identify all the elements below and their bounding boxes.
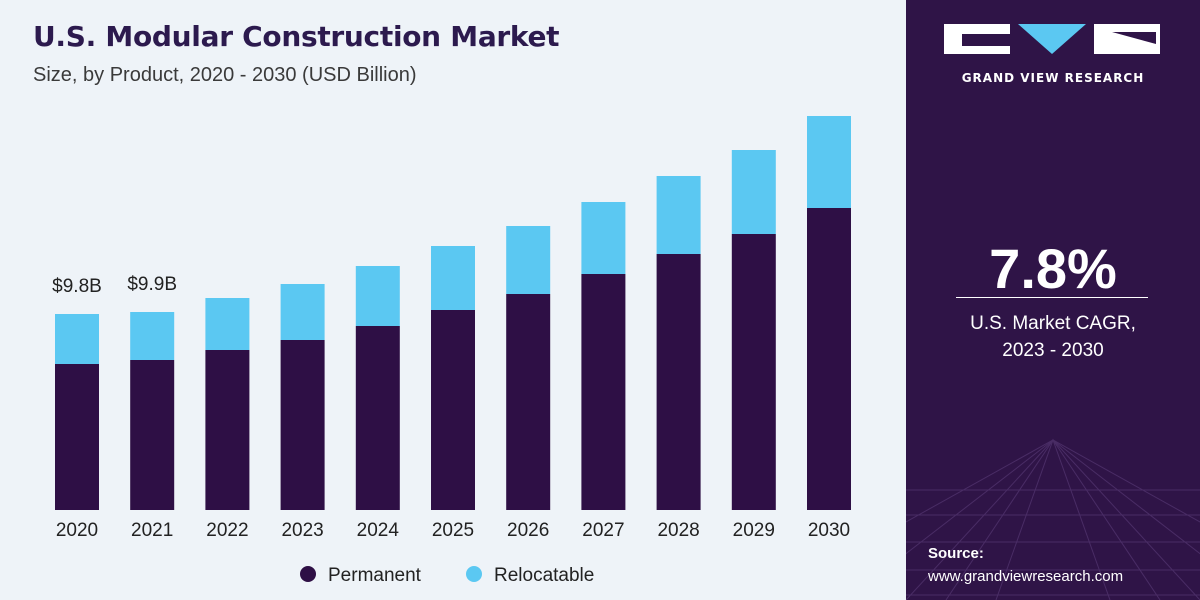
cagr-label-line1: U.S. Market CAGR,	[970, 313, 1136, 334]
bar-relocatable-2028	[656, 176, 701, 254]
x-tick-label-2023: 2023	[281, 520, 323, 541]
info-panel: GRAND VIEW RESEARCH 7.8% U.S. Market CAG…	[906, 0, 1200, 600]
bar-relocatable-2025	[431, 246, 475, 310]
chart-subtitle: Size, by Product, 2020 - 2030 (USD Billi…	[33, 64, 417, 86]
brand-name: GRAND VIEW RESEARCH	[961, 71, 1145, 85]
bar-permanent-2027	[581, 274, 626, 510]
bar-permanent-2025	[431, 310, 475, 510]
data-label-2021: $9.9B	[127, 274, 177, 295]
bar-permanent-2020	[55, 364, 99, 510]
bar-permanent-2024	[355, 326, 400, 510]
bar-relocatable-2026	[506, 226, 551, 294]
bar-permanent-2023	[280, 340, 325, 510]
source-link[interactable]: www.grandviewresearch.com	[928, 568, 1124, 585]
legend-label-permanent: Permanent	[328, 565, 422, 586]
grid-decoration	[906, 438, 1200, 600]
x-tick-label-2025: 2025	[432, 520, 474, 541]
legend-swatch-permanent	[300, 566, 316, 582]
data-label-2020: $9.8B	[52, 276, 102, 297]
x-tick-label-2021: 2021	[131, 520, 173, 541]
x-tick-label-2030: 2030	[808, 520, 850, 541]
x-tick-label-2020: 2020	[56, 520, 98, 541]
chart-title: U.S. Modular Construction Market	[33, 20, 560, 53]
bar-permanent-2030	[807, 208, 851, 510]
cagr-label: U.S. Market CAGR, 2023 - 2030	[906, 310, 1200, 364]
bar-permanent-2028	[656, 254, 701, 510]
x-tick-label-2029: 2029	[733, 520, 775, 541]
bar-relocatable-2020	[55, 314, 99, 364]
cagr-divider	[956, 297, 1148, 298]
bar-relocatable-2029	[731, 150, 776, 234]
bar-relocatable-2022	[205, 298, 250, 350]
cagr-value: 7.8%	[989, 237, 1117, 300]
cagr-label-line2: 2023 - 2030	[1002, 340, 1104, 361]
bar-permanent-2026	[506, 294, 551, 510]
x-tick-label-2022: 2022	[206, 520, 248, 541]
bar-relocatable-2024	[355, 266, 400, 326]
bar-chart: 2020 2021 2022 2023 2024 2025 2026 2027 2028 2029…	[52, 116, 851, 586]
bar-relocatable-2021	[130, 312, 175, 360]
x-tick-label-2026: 2026	[507, 520, 549, 541]
bar-permanent-2022	[205, 350, 250, 510]
bar-relocatable-2030	[807, 116, 851, 208]
x-tick-label-2027: 2027	[582, 520, 624, 541]
legend-label-relocatable: Relocatable	[494, 565, 594, 586]
bar-relocatable-2027	[581, 202, 626, 274]
chart-panel: U.S. Modular Construction Market Size, b…	[33, 20, 851, 586]
bar-relocatable-2023	[280, 284, 325, 340]
bar-permanent-2029	[731, 234, 776, 510]
gvr-logo	[944, 24, 1160, 54]
x-tick-label-2024: 2024	[357, 520, 400, 541]
source-label: Source:	[928, 545, 984, 562]
legend-swatch-relocatable	[466, 566, 482, 582]
bar-permanent-2021	[130, 360, 175, 510]
x-tick-label-2028: 2028	[657, 520, 699, 541]
